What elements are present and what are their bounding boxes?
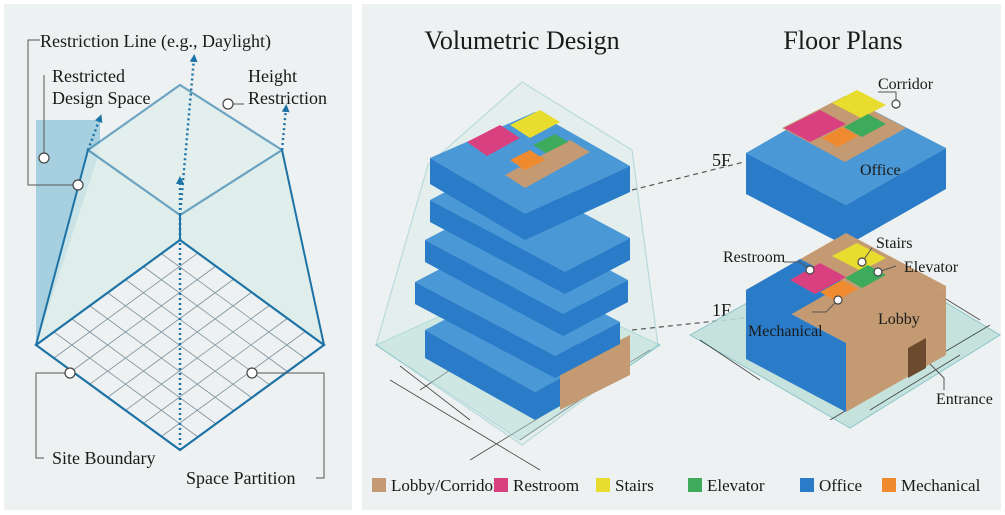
plan-1f-leaders (784, 247, 945, 390)
plan-5f-mechanical (822, 127, 858, 147)
floor-5f-label: 5F (712, 150, 731, 170)
floor-plan-1f: Restroom Stairs Elevator Mechanical Lobb… (688, 233, 1001, 429)
legend-swatch-lobby-corridor (372, 478, 386, 492)
floor-5-left (430, 158, 525, 240)
legend-label-restroom: Restroom (513, 476, 579, 495)
legend-label-lobby-corridor: Lobby/Corridor (391, 476, 499, 495)
plan-5f-stairs (832, 90, 886, 118)
office-label: Office (860, 162, 901, 179)
legend-swatch-stairs (596, 478, 610, 492)
restroom-label: Restroom (723, 249, 786, 266)
mechanical-label: Mechanical (748, 323, 823, 340)
legend-swatch-office (800, 478, 814, 492)
legend-label-mechanical: Mechanical (901, 476, 981, 495)
plan-1f-stairs (832, 243, 886, 271)
legend: Lobby/Corridor Restroom Stairs Elevator Offi… (372, 476, 981, 495)
floor-2-right (555, 322, 620, 378)
floor-5-stairs (510, 110, 560, 138)
floor-4-right (565, 238, 630, 294)
plan-1f-right (846, 286, 946, 412)
floor-3-left (425, 240, 563, 336)
legend-label-elevator: Elevator (707, 476, 765, 495)
floor-5-restroom (467, 125, 520, 156)
height-restriction-label-2: Restriction (248, 88, 327, 108)
plan-1f-dots (805, 257, 883, 305)
connector-5f (631, 161, 745, 191)
corridor-dot (891, 99, 901, 109)
height-restriction-label-1: Height (248, 66, 297, 86)
plan-5f-restroom (784, 110, 846, 142)
legend-label-office: Office (819, 476, 862, 495)
floor-3-right (563, 280, 628, 336)
entrance-label: Entrance (936, 391, 993, 408)
lobby-label: Lobby (878, 311, 920, 328)
restriction-line-label: Restriction Line (e.g., Daylight) (40, 31, 271, 52)
site-boundary-label: Site Boundary (52, 448, 156, 468)
floor-1-left (425, 330, 535, 420)
floor-5-elevator (533, 134, 568, 153)
floor-plan-5f: Corridor Office (746, 76, 946, 246)
leader-dots (38, 98, 258, 379)
floor-1-lobby (560, 335, 630, 410)
floor-5-mechanical (510, 150, 545, 170)
plan-5f-elevator (844, 114, 886, 137)
entrance-door (908, 338, 926, 378)
legend-swatch-mechanical (882, 478, 896, 492)
plan-1f-restroom (790, 263, 846, 294)
plan-5f-right (846, 148, 946, 246)
stairs-label: Stairs (876, 235, 912, 252)
legend-swatch-restroom (494, 478, 508, 492)
restriction-arrow-left (86, 114, 103, 151)
restricted-design-space-label-1: Restricted (52, 66, 125, 86)
restriction-arrow-top (178, 54, 198, 216)
legend-swatch-elevator (688, 478, 702, 492)
left-panel: Restriction Line (e.g., Daylight) Restri… (4, 4, 352, 510)
left-leader-lines (27, 39, 325, 479)
restriction-arrow-right (280, 104, 290, 151)
floor-5-right (525, 166, 630, 240)
volumetric-building (374, 81, 662, 471)
floor-2-left (415, 282, 555, 378)
floor-5-corridor (505, 140, 590, 188)
right-panel: Volumetric Design Floor Plans (362, 4, 1001, 510)
restricted-design-space-label-2: Design Space (52, 88, 150, 108)
floor-plans-title: Floor Plans (783, 26, 902, 55)
corridor-label: Corridor (878, 76, 934, 93)
legend-label-stairs: Stairs (615, 476, 654, 495)
elevator-label: Elevator (904, 259, 959, 276)
plan-1f-mechanical (820, 280, 858, 301)
space-partition-label: Space Partition (186, 468, 295, 488)
volume-edge-right (281, 149, 325, 346)
plan-5f-left (746, 153, 846, 246)
floor-4-left (430, 200, 565, 294)
volumetric-design-title: Volumetric Design (424, 26, 619, 55)
plan-1f-left (746, 290, 846, 412)
